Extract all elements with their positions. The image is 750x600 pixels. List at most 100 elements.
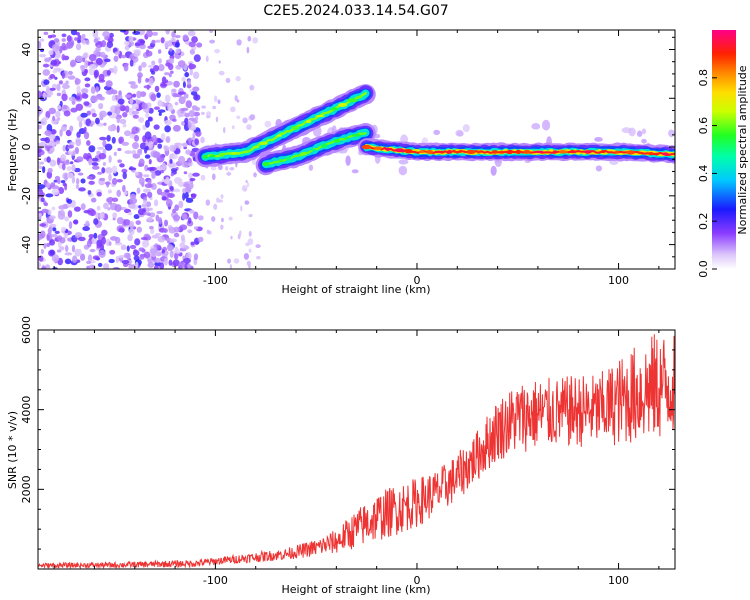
noise-blob	[264, 120, 272, 128]
noise-blob	[124, 40, 130, 46]
noise-blob	[43, 79, 50, 85]
noise-blob	[127, 234, 133, 242]
noise-blob	[253, 172, 257, 178]
noise-blob	[83, 126, 87, 133]
noise-blob	[67, 70, 73, 76]
noise-blob	[68, 221, 73, 230]
noise-blob	[98, 249, 106, 258]
noise-blob	[189, 49, 196, 55]
trace-hotspot	[305, 119, 312, 124]
noise-blob	[174, 246, 179, 254]
noise-blob	[49, 87, 56, 91]
noise-blob	[75, 95, 81, 100]
trace-hotspot	[637, 151, 644, 155]
noise-blob	[50, 182, 56, 187]
noise-blob	[53, 38, 60, 43]
noise-blob	[42, 63, 50, 68]
x-tick-label: 100	[608, 274, 629, 287]
noise-blob	[173, 177, 182, 184]
noise-blob	[131, 110, 140, 115]
noise-blob	[88, 67, 96, 76]
colorbar-tick-label: 0.0	[697, 260, 710, 278]
noise-blob	[124, 45, 130, 51]
noise-blob	[82, 226, 90, 232]
noise-blob	[134, 238, 141, 246]
noise-blob	[50, 59, 57, 66]
noise-blob	[143, 85, 152, 89]
y-tick-label: 0	[20, 144, 33, 151]
noise-blob	[179, 242, 186, 249]
noise-blob	[156, 210, 163, 215]
noise-blob	[151, 171, 156, 179]
noise-blob	[345, 155, 351, 166]
noise-blob	[49, 249, 55, 256]
noise-blob	[75, 103, 84, 111]
noise-blob	[236, 39, 242, 46]
noise-blob	[178, 91, 186, 95]
noise-blob	[161, 195, 167, 201]
noise-blob	[193, 253, 199, 261]
noise-blob	[123, 63, 129, 72]
x-tick-label: 100	[608, 574, 629, 587]
noise-blob	[93, 38, 99, 44]
noise-blob	[128, 211, 133, 216]
noise-blob	[163, 145, 170, 152]
noise-blob	[61, 53, 66, 61]
noise-blob	[56, 83, 61, 92]
noise-blob	[169, 159, 173, 164]
noise-blob	[594, 137, 603, 142]
noise-blob	[125, 105, 130, 113]
noise-blob	[49, 74, 56, 79]
noise-blob	[133, 50, 140, 58]
trace-hotspot	[300, 152, 308, 156]
noise-blob	[188, 172, 193, 179]
noise-blob	[47, 34, 53, 39]
trace-hotspot	[466, 149, 476, 154]
noise-blob	[51, 206, 56, 211]
noise-blob	[161, 162, 167, 171]
noise-blob	[151, 39, 156, 45]
noise-blob	[187, 229, 193, 234]
noise-blob	[46, 242, 51, 248]
noise-blob	[64, 252, 73, 256]
noise-blob	[134, 134, 140, 142]
noise-blob	[66, 172, 74, 179]
noise-blob	[157, 64, 165, 72]
y-tick-label: -40	[20, 236, 33, 254]
noise-blob	[148, 77, 154, 86]
noise-blob	[113, 55, 119, 62]
noise-blob	[173, 80, 180, 88]
noise-blob	[133, 249, 138, 253]
noise-blob	[195, 131, 201, 137]
noise-blob	[177, 110, 182, 118]
noise-blob	[636, 130, 643, 137]
noise-blob	[71, 244, 76, 253]
noise-blob	[158, 58, 162, 64]
noise-blob	[180, 234, 185, 242]
noise-blob	[132, 114, 139, 119]
noise-blob	[47, 167, 53, 173]
noise-blob	[217, 99, 221, 104]
noise-blob	[38, 40, 42, 49]
noise-blob	[107, 207, 111, 211]
noise-blob	[215, 116, 219, 123]
noise-blob	[191, 121, 195, 129]
noise-blob	[71, 175, 76, 184]
noise-blob	[42, 92, 46, 100]
noise-blob	[111, 94, 116, 102]
noise-blob	[168, 73, 172, 78]
noise-blob	[181, 76, 186, 82]
noise-blob	[97, 171, 103, 175]
noise-blob	[96, 205, 101, 211]
noise-blob	[209, 30, 214, 34]
noise-blob	[155, 251, 162, 257]
noise-blob	[248, 248, 252, 253]
noise-blob	[38, 124, 42, 130]
trace-hotspot	[515, 149, 522, 155]
noise-blob	[89, 209, 96, 217]
noise-blob	[541, 119, 551, 131]
noise-blob	[76, 39, 82, 44]
noise-blob	[195, 116, 199, 121]
trace-hotspot	[654, 152, 661, 155]
noise-blob	[189, 88, 193, 93]
